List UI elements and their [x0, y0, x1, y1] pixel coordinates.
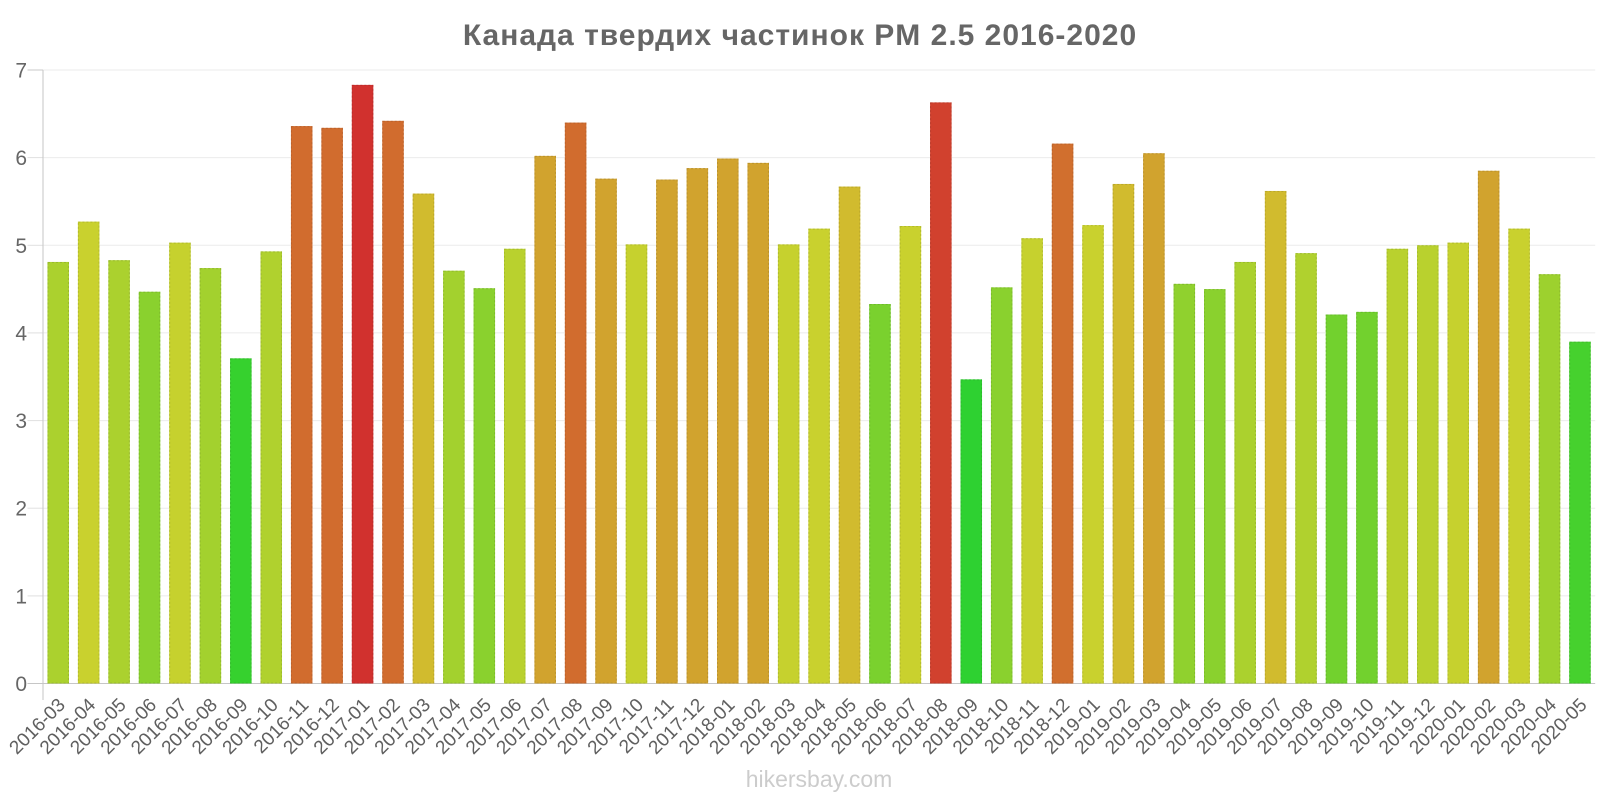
svg-text:6: 6	[15, 147, 27, 170]
svg-text:0: 0	[15, 673, 27, 696]
svg-text:2: 2	[15, 498, 27, 521]
svg-text:Канада твердих частинок PM 2.5: Канада твердих частинок PM 2.5 2016-2020	[463, 19, 1137, 52]
svg-text:4: 4	[15, 322, 27, 345]
svg-text:hikersbay.com: hikersbay.com	[746, 766, 893, 792]
svg-text:1: 1	[15, 585, 27, 608]
svg-text:5: 5	[15, 235, 27, 258]
svg-text:7: 7	[15, 60, 27, 83]
svg-text:3: 3	[15, 410, 27, 433]
